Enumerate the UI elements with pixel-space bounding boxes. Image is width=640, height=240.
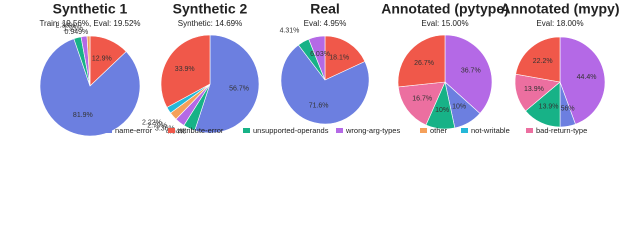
value-label: 12.9% xyxy=(92,55,112,62)
chart-subtitle: Eval: 15.00% xyxy=(421,19,468,28)
legend-swatch xyxy=(420,128,427,133)
value-label: 4.04% xyxy=(166,128,186,135)
legend-item: other xyxy=(420,126,448,135)
legend-label: other xyxy=(430,126,448,135)
legend-item: wrong-arg-types xyxy=(336,126,400,135)
legend-item: name-error xyxy=(105,126,153,135)
legend-swatch xyxy=(526,128,533,133)
value-label: 2.79% xyxy=(147,122,167,129)
value-label: 36.7% xyxy=(461,67,481,74)
pie-slice xyxy=(397,34,446,88)
pie-slice xyxy=(280,44,370,125)
value-label: 81.9% xyxy=(73,112,93,119)
value-label: 13.9% xyxy=(539,103,559,110)
legend-label: name-error xyxy=(115,126,153,135)
pie-slice xyxy=(160,34,211,108)
chart-subtitle: Eval: 18.00% xyxy=(536,19,583,28)
legend-swatch xyxy=(461,128,468,133)
legend-swatch xyxy=(336,128,343,133)
legend-item: attribute-error xyxy=(168,126,224,135)
figure: Synthetic 1 Train: 19.56%, Eval: 19.52% 12… xyxy=(39,1,620,137)
legend-swatch xyxy=(243,128,250,133)
legend-label: unsupported-operands xyxy=(253,126,329,135)
pie-slice xyxy=(559,36,606,125)
legend-label: wrong-arg-types xyxy=(345,126,400,135)
chart-subtitle: Synthetic: 14.69% xyxy=(178,19,242,28)
chart-subtitle: Eval: 4.95% xyxy=(304,19,347,28)
value-label: 26.7% xyxy=(414,60,434,67)
legend-item: unsupported-operands xyxy=(243,126,329,135)
legend-item: not-writable xyxy=(461,126,510,135)
legend-label: bad-return-type xyxy=(536,126,587,135)
value-label: 10% xyxy=(435,107,449,114)
value-label: 5.56% xyxy=(555,105,575,112)
pie-slice xyxy=(39,38,141,137)
value-label: 13.9% xyxy=(524,86,544,93)
pie-chart: Synthetic 2 Synthetic: 14.69% 56.7% 4.04%3.… xyxy=(142,1,260,135)
value-label: 22.2% xyxy=(533,58,553,65)
value-label: 44.4% xyxy=(577,74,597,81)
pie-chart: Annotated (mypy)Eval: 18.00%44.4%5.56%13… xyxy=(501,1,620,128)
legend-swatch xyxy=(105,128,112,133)
chart-title: Annotated (mypy) xyxy=(501,1,620,17)
value-label: 4.31% xyxy=(280,28,300,35)
legend-label: attribute-error xyxy=(178,126,224,135)
pie-chart: Real Eval: 4.95% 18.1% 71.6% 4.31% 6.03% xyxy=(280,1,370,125)
pie-slice xyxy=(515,36,561,83)
pie-slice xyxy=(86,35,91,87)
value-label: 3.36% xyxy=(155,126,175,133)
value-label: 1.93% xyxy=(63,25,83,32)
chart-title: Synthetic 2 xyxy=(173,1,248,17)
value-label: 0.949% xyxy=(65,29,89,36)
value-label: 56.7% xyxy=(229,85,249,92)
pie-slice xyxy=(444,34,493,114)
value-label: 16.7% xyxy=(412,95,432,102)
value-label: 2.36% xyxy=(56,23,76,30)
pie-slice xyxy=(308,35,326,81)
pie-chart: Synthetic 1 Train: 19.56%, Eval: 19.52% 12… xyxy=(39,1,141,137)
value-label: 71.6% xyxy=(309,102,329,109)
value-label: 33.9% xyxy=(175,66,195,73)
pie-slice xyxy=(324,35,366,81)
pie-slice xyxy=(194,34,260,134)
value-label: 10% xyxy=(452,103,466,110)
value-label: 6.03% xyxy=(310,51,330,58)
value-label: 18.1% xyxy=(329,55,349,62)
legend-label: not-writable xyxy=(471,126,510,135)
pie-slice xyxy=(397,81,446,126)
chart-title: Annotated (pytype) xyxy=(381,1,509,17)
legend-item: bad-return-type xyxy=(526,126,587,135)
chart-title: Real xyxy=(310,1,340,17)
legend-swatch xyxy=(168,128,175,133)
pie-chart: Annotated (pytype) Eval: 15.00% 36.7% 10%10… xyxy=(381,1,509,130)
chart-title: Synthetic 1 xyxy=(53,1,128,17)
value-label: 2.22% xyxy=(142,119,162,126)
chart-subtitle: Train: 19.56%, Eval: 19.52% xyxy=(39,19,140,28)
